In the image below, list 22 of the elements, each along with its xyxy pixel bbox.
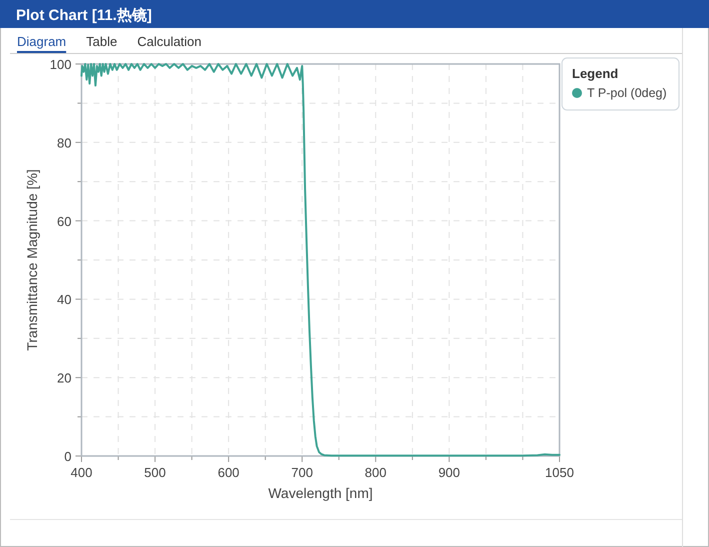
text: Table	[86, 34, 118, 49]
x-tick-label: 400	[70, 465, 92, 480]
x-tick-label: 700	[291, 465, 313, 480]
text: Diagram	[17, 34, 66, 49]
y-tick-label: 20	[57, 370, 72, 386]
x-tick-label: 600	[218, 465, 240, 480]
y-tick-label: 60	[57, 214, 72, 229]
legend-label: T P-pol (0deg)	[587, 86, 667, 100]
x-axis-title: Wavelength [nm]	[268, 485, 373, 501]
y-axis-title: Transmittance Magnitude [%]	[24, 169, 40, 351]
text: Calculation	[137, 34, 202, 49]
legend-title: Legend	[572, 66, 618, 81]
x-tick-label: 500	[144, 465, 166, 480]
y-tick-label: 0	[64, 449, 72, 464]
x-tick-label: 800	[364, 465, 387, 480]
x-tick-label: 1050	[545, 465, 574, 480]
y-tick-label: 40	[57, 292, 72, 308]
line-series	[80, 63, 560, 457]
y-tick-label: 100	[50, 57, 72, 72]
x-tick-label: 900	[438, 465, 460, 480]
y-tick-label: 80	[57, 135, 72, 150]
chart-title: Plot Chart [11.热镜]	[16, 7, 152, 24]
